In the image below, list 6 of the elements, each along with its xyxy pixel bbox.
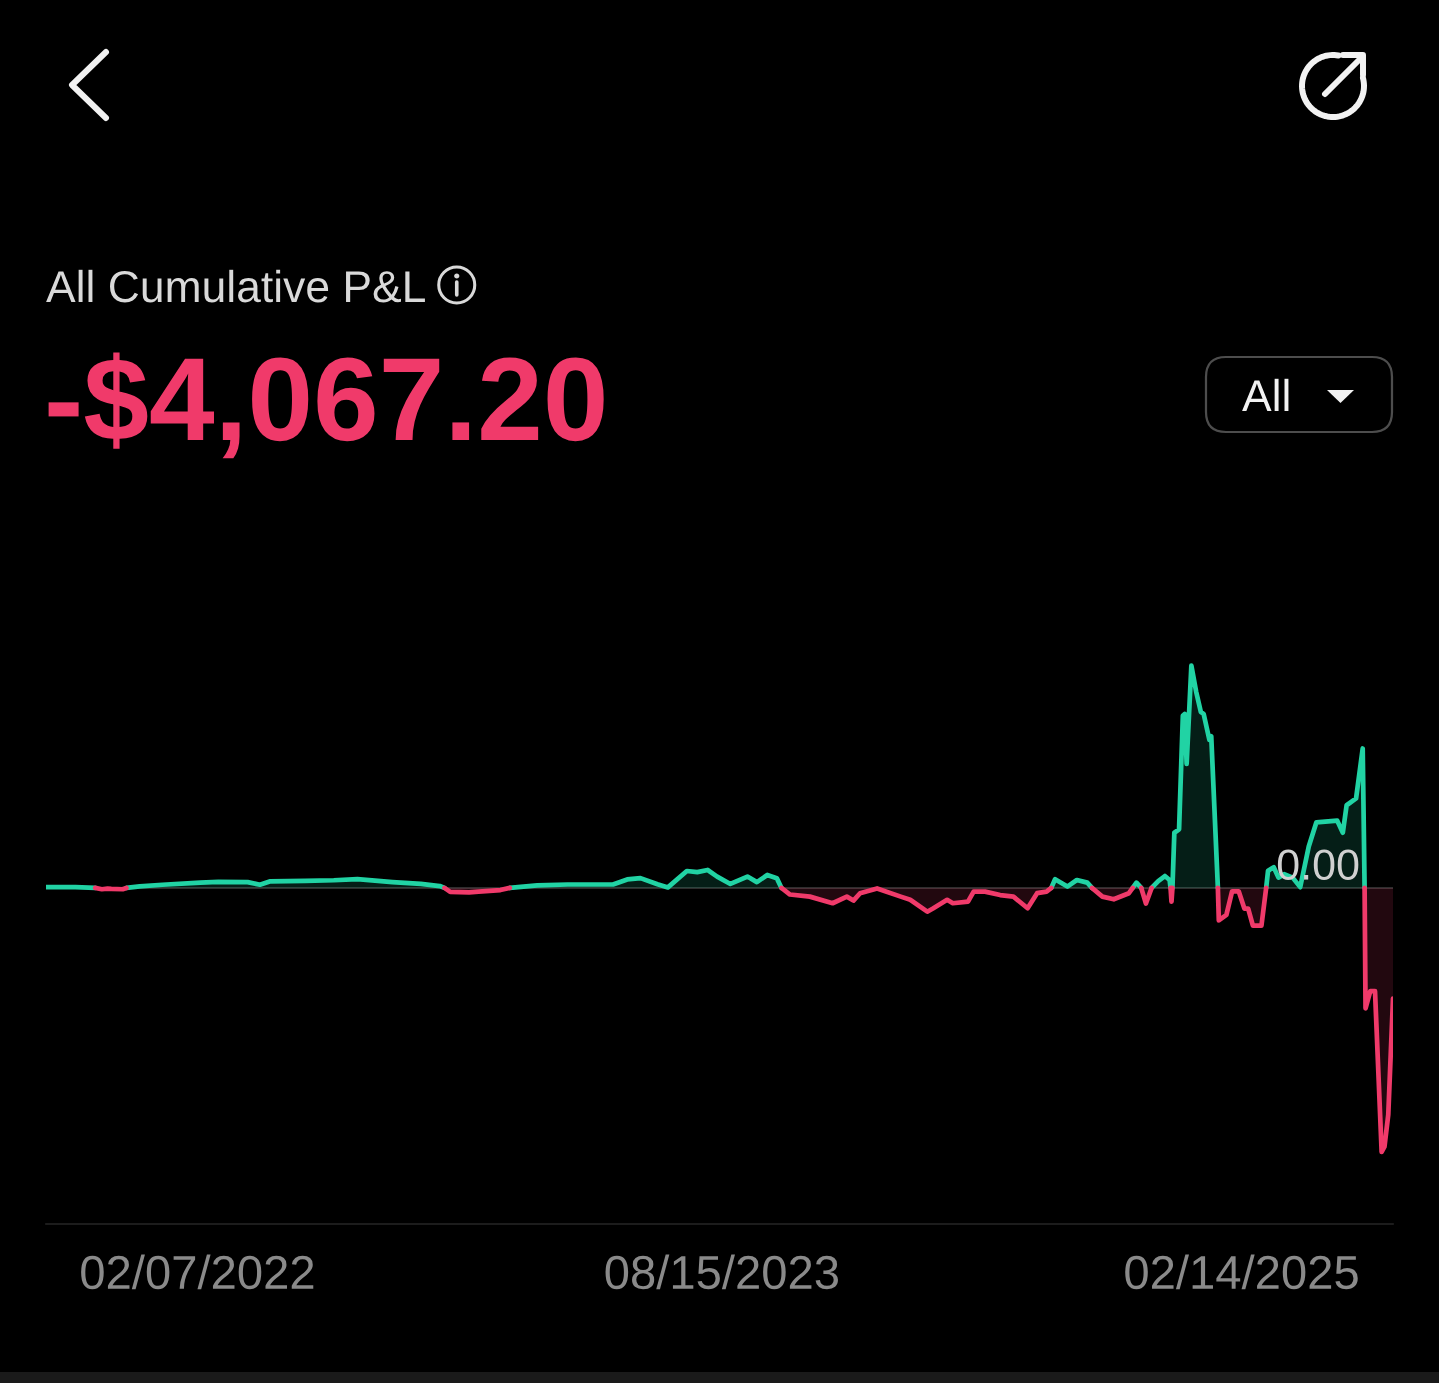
x-tick-label: 08/15/2023 bbox=[605, 1254, 838, 1290]
text: All bbox=[1242, 378, 1289, 411]
x-tick-label: 02/07/2022 bbox=[81, 1254, 314, 1290]
chart-title: All Cumulative P&L bbox=[46, 269, 425, 303]
x-tick-label: 02/14/2025 bbox=[1125, 1254, 1358, 1290]
chart-subtitle: -$4,067.20 bbox=[48, 352, 604, 459]
